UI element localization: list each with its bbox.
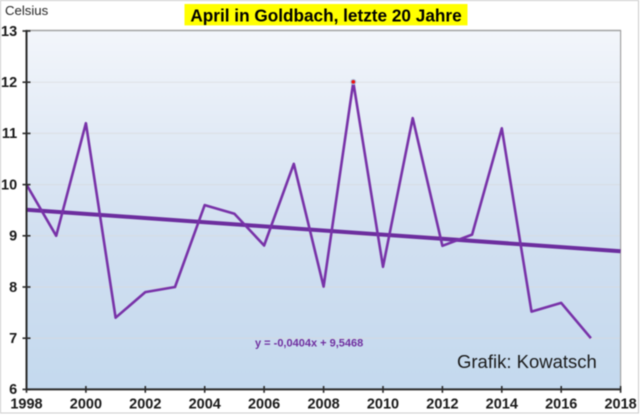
svg-text:2014: 2014	[486, 397, 518, 413]
svg-text:y = -0,0404x + 9,5468: y = -0,0404x + 9,5468	[255, 338, 363, 350]
svg-text:2010: 2010	[367, 397, 399, 413]
svg-text:11: 11	[2, 126, 17, 142]
svg-text:7: 7	[9, 331, 17, 347]
svg-text:2016: 2016	[545, 397, 577, 413]
svg-text:9: 9	[9, 229, 17, 245]
svg-text:2012: 2012	[426, 397, 458, 413]
svg-text:Celsius: Celsius	[5, 3, 49, 18]
svg-text:8: 8	[9, 280, 17, 296]
svg-text:2002: 2002	[129, 397, 161, 413]
svg-text:2000: 2000	[70, 397, 102, 413]
svg-text:12: 12	[1, 75, 17, 91]
svg-text:Grafik: Kowatsch: Grafik: Kowatsch	[457, 351, 597, 372]
svg-text:2006: 2006	[248, 397, 280, 413]
svg-text:10: 10	[1, 177, 17, 193]
svg-text:1998: 1998	[10, 397, 42, 413]
svg-text:13: 13	[1, 24, 17, 40]
svg-text:2018: 2018	[604, 397, 636, 413]
svg-text:2004: 2004	[189, 397, 221, 413]
svg-text:6: 6	[9, 382, 17, 398]
svg-text:April in Goldbach, letzte 20 J: April in Goldbach, letzte 20 Jahre	[190, 5, 461, 25]
svg-text:2008: 2008	[307, 397, 339, 413]
